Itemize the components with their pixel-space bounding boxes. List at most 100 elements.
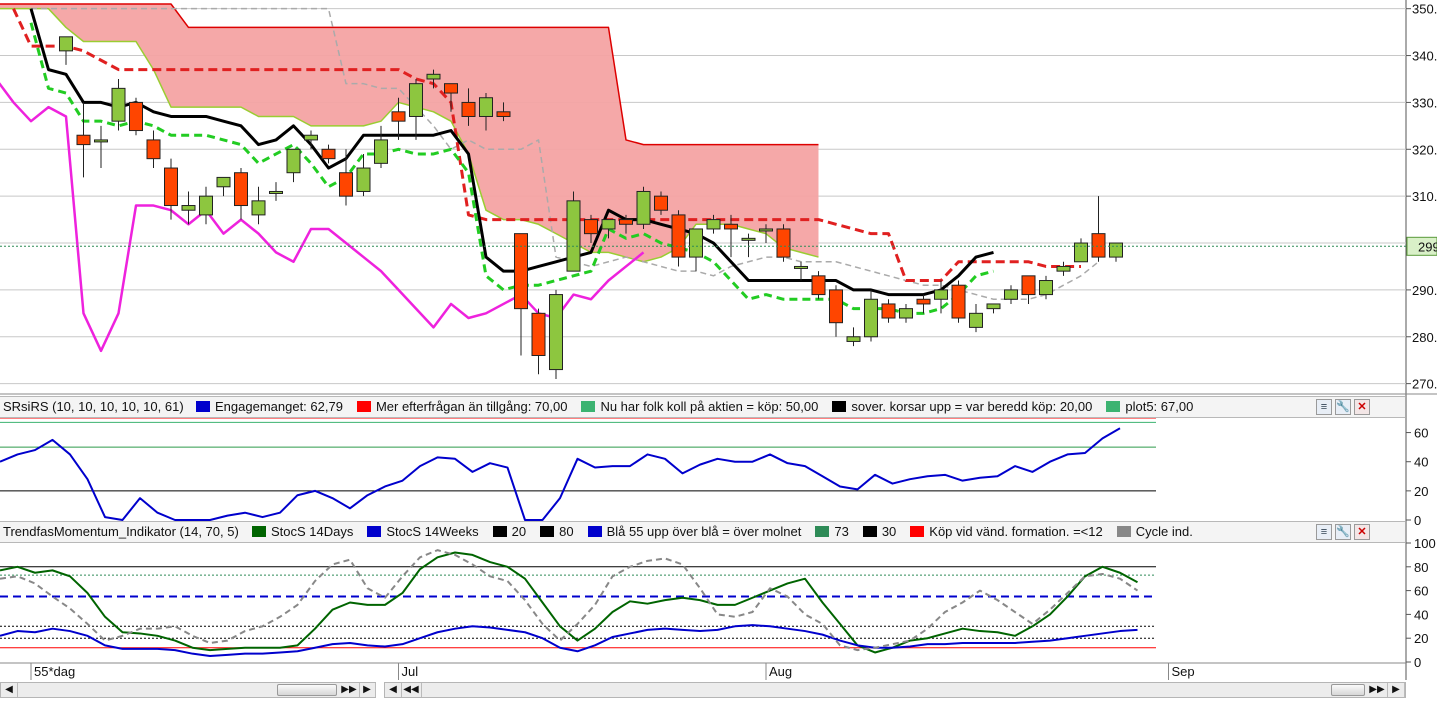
candle-body [829, 289, 843, 324]
scroll-thumb[interactable] [1331, 684, 1365, 696]
candle-body [409, 83, 423, 117]
candle-body [181, 205, 196, 211]
y-tick-label: 0 [1414, 513, 1421, 528]
srsirs-legend-title: SRsiRS (10, 10, 10, 10, 10, 61) [3, 399, 184, 414]
list-icon[interactable]: ≡ [1316, 524, 1332, 540]
trendfas-legend-bar: TrendfasMomentum_Indikator (14, 70, 5) S… [0, 521, 1405, 543]
candle-body [1039, 280, 1053, 296]
candle-body [741, 237, 756, 241]
y-tick-label: 60 [1414, 426, 1428, 441]
candle-body [76, 134, 91, 146]
y-tick-label: 280. [1412, 330, 1437, 345]
y-tick-label: 0 [1414, 655, 1421, 670]
legend-swatch [196, 401, 210, 412]
legend-label: Mer efterfrågan än tillgång: 70,00 [375, 399, 568, 414]
right-scrollbar[interactable]: ◀ ◀◀ ▶▶ ▶ [384, 682, 1406, 698]
scroll-left-icon[interactable]: ◀ [1, 683, 18, 697]
legend-item: Nu har folk koll på aktien = köp: 50,00 [581, 399, 818, 414]
candle-body [934, 289, 948, 300]
legend-item: 73 [815, 524, 849, 539]
series-line [0, 549, 1139, 652]
scroll-thumb[interactable] [277, 684, 337, 696]
srsirs-legend-items: Engagemanget: 62,79 Mer efterfrågan än ti… [196, 399, 1207, 414]
candle-body [601, 219, 616, 230]
candle-body [426, 73, 441, 80]
y-tick-label: 340. [1412, 49, 1437, 64]
candle-body [391, 111, 406, 122]
scroll-right-icon[interactable]: ▶ [359, 683, 376, 697]
candle-body [759, 228, 773, 232]
legend-swatch [540, 526, 555, 537]
candle-body [146, 139, 161, 160]
legend-item: 20 [492, 524, 526, 539]
candle-body [286, 148, 301, 174]
candle-body [321, 148, 336, 160]
scroll-fast-right-icon[interactable]: ▶▶ [339, 683, 360, 697]
x-tick-label: Jul [402, 664, 419, 679]
close-icon[interactable]: ✕ [1354, 524, 1370, 540]
candles [59, 36, 1123, 379]
list-icon[interactable]: ≡ [1316, 399, 1332, 415]
y-tick-label: 350. [1412, 2, 1437, 17]
candle-body [1004, 289, 1018, 300]
candle-body [514, 233, 528, 310]
legend-item: Blå 55 upp över blå = över molnet [587, 524, 801, 539]
legend-item: 30 [862, 524, 897, 539]
legend-item: Engagemanget: 62,79 [196, 399, 343, 414]
wrench-icon[interactable]: 🔧 [1335, 524, 1351, 540]
candle-body [549, 294, 563, 371]
x-tick-label: 55*dag [34, 664, 75, 679]
y-tick-label: 40 [1414, 607, 1428, 622]
legend-label: plot5: 67,00 [1125, 399, 1194, 414]
y-tick-label: 270. [1412, 377, 1437, 392]
candle-body [986, 303, 1001, 310]
wrench-icon[interactable]: 🔧 [1335, 399, 1351, 415]
legend-item: StocS 14Weeks [367, 524, 479, 539]
y-tick-label: 20 [1414, 631, 1428, 646]
legend-label: 73 [834, 524, 849, 539]
scroll-right-icon[interactable]: ▶ [1388, 683, 1405, 697]
y-tick-label: 60 [1414, 584, 1428, 599]
legend-swatch [356, 401, 371, 412]
legend-swatch [1106, 401, 1121, 412]
y-tick-label: 20 [1414, 484, 1428, 499]
left-scrollbar[interactable]: ◀ ▶▶ ▶ [0, 682, 376, 698]
candle-body [269, 190, 283, 194]
candle-body [129, 101, 143, 132]
series-line [0, 624, 1138, 658]
y-tick-label: 330. [1412, 95, 1437, 110]
candle-body [1109, 242, 1123, 258]
legend-swatch [1116, 526, 1131, 537]
last-price-box [1406, 236, 1437, 256]
panel-TrendfasMomentum_Indikator: 0 20 40 60 80 100 [0, 536, 1436, 670]
ichimoku-cloud [0, 4, 819, 262]
candle-body [636, 190, 651, 225]
candle-body [1091, 233, 1106, 258]
candle-body [1056, 265, 1071, 272]
kijun-sen-line [12, 8, 1081, 283]
trendfas-panel-buttons: ≡ 🔧 ✕ [1313, 523, 1370, 540]
candle-body [304, 134, 318, 141]
legend-item: StocS 14Days [252, 524, 353, 539]
candle-body [864, 298, 878, 338]
legend-swatch [252, 526, 266, 537]
candle-body [846, 336, 861, 342]
scroll-fast-right-icon[interactable]: ▶▶ [1367, 683, 1388, 697]
candle-body [374, 139, 388, 164]
scroll-left-icon[interactable]: ◀ [385, 683, 402, 697]
legend-swatch [815, 526, 830, 537]
candle-body [584, 219, 598, 235]
candle-body [899, 308, 913, 319]
last-price-label: 299 [1418, 239, 1437, 254]
legend-label: 30 [881, 524, 897, 539]
scroll-fast-left-icon[interactable]: ◀◀ [401, 683, 422, 697]
candle-body [1074, 242, 1088, 263]
close-icon[interactable]: ✕ [1354, 399, 1370, 415]
legend-item: Cycle ind. [1116, 524, 1193, 539]
candle-body [251, 200, 266, 216]
candle-body [811, 275, 826, 296]
legend-item: Mer efterfrågan än tillgång: 70,00 [356, 399, 568, 414]
candle-body [619, 219, 633, 225]
